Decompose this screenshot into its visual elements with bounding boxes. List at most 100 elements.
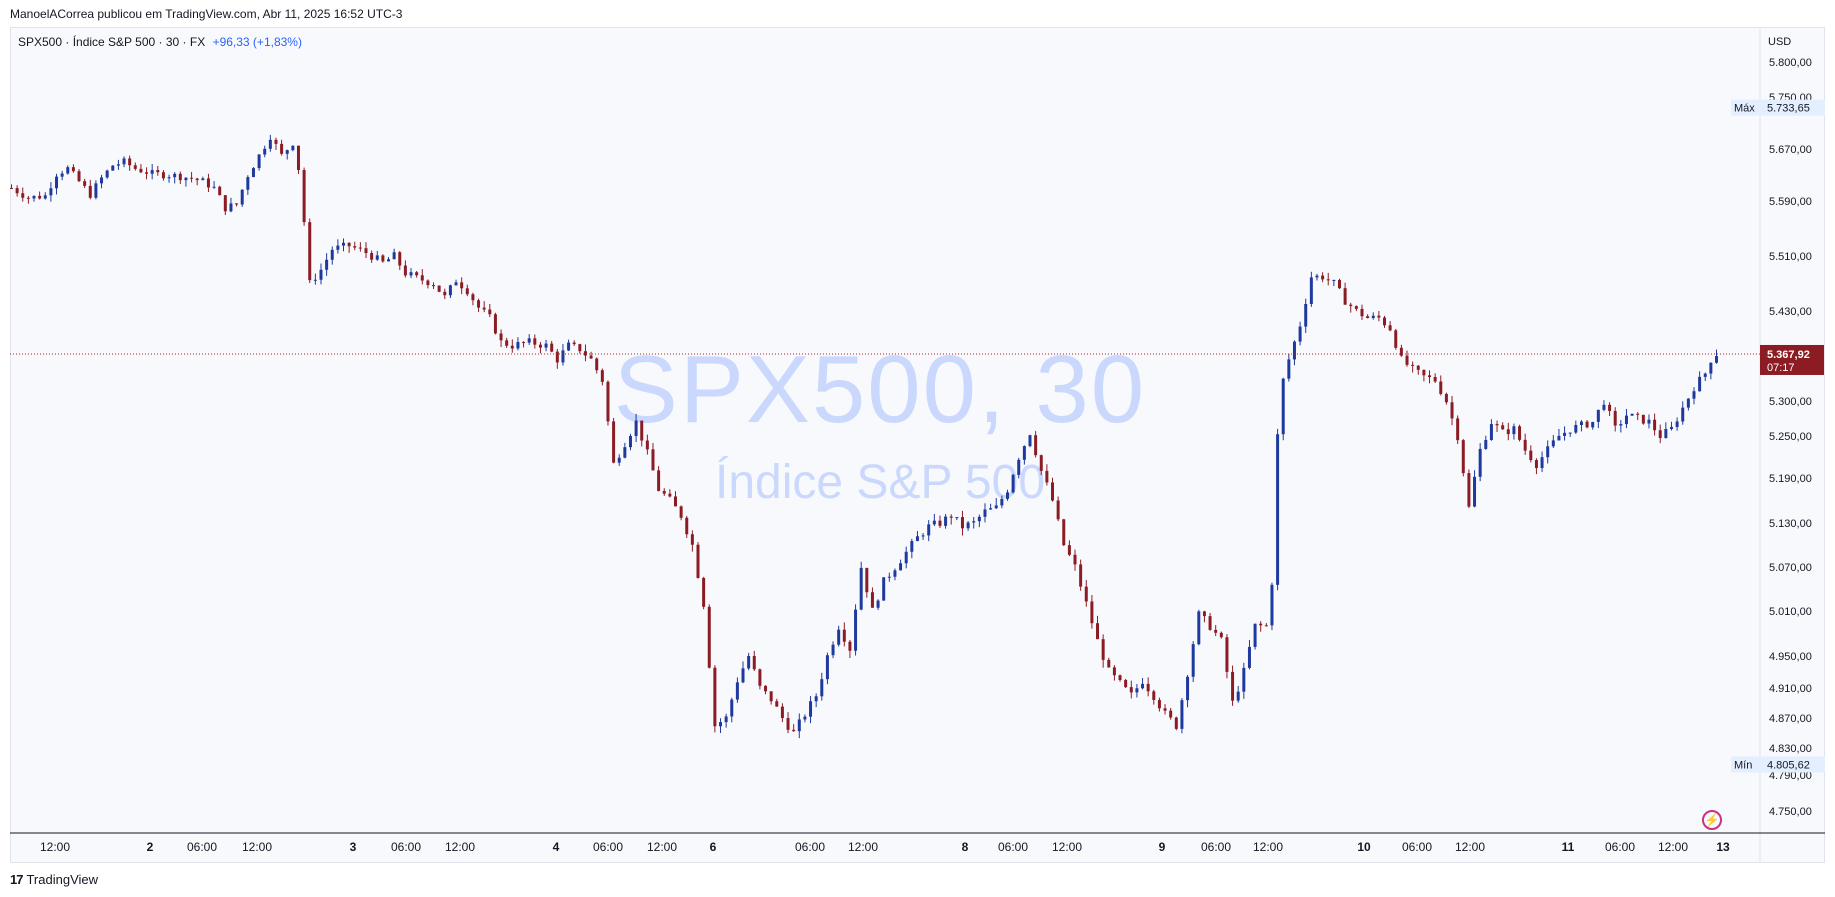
candle-body xyxy=(1568,432,1572,434)
candle-body xyxy=(741,668,745,683)
candle-body xyxy=(673,496,677,507)
candle-body xyxy=(730,699,734,717)
candle-body xyxy=(1124,679,1128,688)
candle-body xyxy=(1062,519,1066,546)
candle-body xyxy=(499,333,503,341)
candle-body xyxy=(1354,306,1358,309)
candle-body xyxy=(1315,275,1319,278)
candle-body xyxy=(1669,426,1673,429)
candle-body xyxy=(15,188,19,194)
candle-body xyxy=(1326,279,1330,281)
candle-body xyxy=(1157,699,1161,709)
candle-body xyxy=(775,701,779,707)
candle-body xyxy=(1073,554,1077,565)
candle-body xyxy=(510,345,514,349)
candle-body xyxy=(567,342,571,351)
x-tick-label: 06:00 xyxy=(391,840,421,854)
candle-body xyxy=(398,252,402,266)
y-tick-label: 5.070,00 xyxy=(1769,562,1812,574)
candle-body xyxy=(1563,432,1567,436)
x-tick-label: 13 xyxy=(1716,840,1730,854)
candle-body xyxy=(178,173,182,181)
candle-body xyxy=(1141,683,1145,689)
x-tick-label: 06:00 xyxy=(1201,840,1231,854)
candle-body xyxy=(848,641,852,651)
candle-body xyxy=(1591,421,1595,428)
x-tick-label: 12:00 xyxy=(242,840,272,854)
candle-body xyxy=(1152,691,1156,700)
candle-body xyxy=(381,255,385,262)
candle-body xyxy=(403,265,407,276)
candle-body xyxy=(600,370,604,382)
candle-body xyxy=(319,269,323,280)
candle-body xyxy=(482,307,486,310)
candle-body xyxy=(1422,369,1426,376)
candle-body xyxy=(696,544,700,578)
candle-body xyxy=(583,351,587,356)
candle-body xyxy=(960,517,964,529)
candle-body xyxy=(150,170,154,174)
symbol-legend[interactable]: SPX500 · Índice S&P 500 · 30 · FX +96,33… xyxy=(18,35,302,49)
candle-body xyxy=(938,520,942,526)
candle-body xyxy=(538,344,542,348)
candle-body xyxy=(887,576,891,578)
candle-body xyxy=(921,535,925,537)
candle-body xyxy=(1276,434,1280,585)
x-tick-label: 9 xyxy=(1159,840,1166,854)
candle-body xyxy=(201,178,205,181)
candle-body xyxy=(1101,639,1105,660)
currency-label[interactable]: USD xyxy=(1768,36,1792,48)
candle-body xyxy=(1399,347,1403,356)
candle-body xyxy=(1444,393,1448,403)
candle-body xyxy=(1473,476,1477,507)
candle-body xyxy=(820,679,824,697)
candle-body xyxy=(105,170,109,178)
x-tick-label: 12:00 xyxy=(1658,840,1688,854)
tradingview-brand[interactable]: 17 TradingView xyxy=(10,872,98,887)
candle-body xyxy=(1180,700,1184,729)
candle-body xyxy=(1540,457,1544,469)
candle-body xyxy=(1579,421,1583,425)
x-tick-label: 06:00 xyxy=(795,840,825,854)
candle-body xyxy=(645,440,649,450)
candle-body xyxy=(1512,426,1516,435)
candle-body xyxy=(1034,435,1038,456)
candle-body xyxy=(949,516,953,518)
candle-body xyxy=(1242,667,1246,692)
y-tick-label: 5.010,00 xyxy=(1769,606,1812,618)
candle-body xyxy=(679,506,683,518)
candle-body xyxy=(392,252,396,260)
candle-body xyxy=(184,177,188,181)
lightning-icon[interactable]: ⚡ xyxy=(1702,810,1722,830)
candle-body xyxy=(420,275,424,281)
candle-body xyxy=(212,186,216,188)
candle-body xyxy=(370,253,374,260)
candle-body xyxy=(1641,414,1645,424)
candle-body xyxy=(257,154,261,169)
candle-body xyxy=(780,706,784,719)
candle-body xyxy=(1484,439,1488,449)
candle-body xyxy=(578,344,582,352)
min-bg xyxy=(1731,756,1825,773)
candle-body xyxy=(792,729,796,732)
chart-area[interactable] xyxy=(10,27,1825,863)
candle-body xyxy=(246,177,250,190)
candle-body xyxy=(994,505,998,509)
candle-body xyxy=(690,534,694,545)
candle-body xyxy=(1118,675,1122,680)
y-tick-label: 5.670,00 xyxy=(1769,144,1812,156)
candle-body xyxy=(1005,492,1009,499)
candle-body xyxy=(1186,676,1190,701)
candle-body xyxy=(561,350,565,363)
x-tick-label: 06:00 xyxy=(998,840,1028,854)
candle-body xyxy=(1383,317,1387,326)
candle-body xyxy=(516,342,520,349)
candle-body xyxy=(1658,430,1662,439)
candle-body xyxy=(1692,391,1696,399)
candle-body xyxy=(837,629,841,645)
y-tick-label: 5.130,00 xyxy=(1769,518,1812,530)
candle-body xyxy=(747,656,751,669)
candle-body xyxy=(1501,425,1505,430)
candle-body xyxy=(1664,428,1668,439)
